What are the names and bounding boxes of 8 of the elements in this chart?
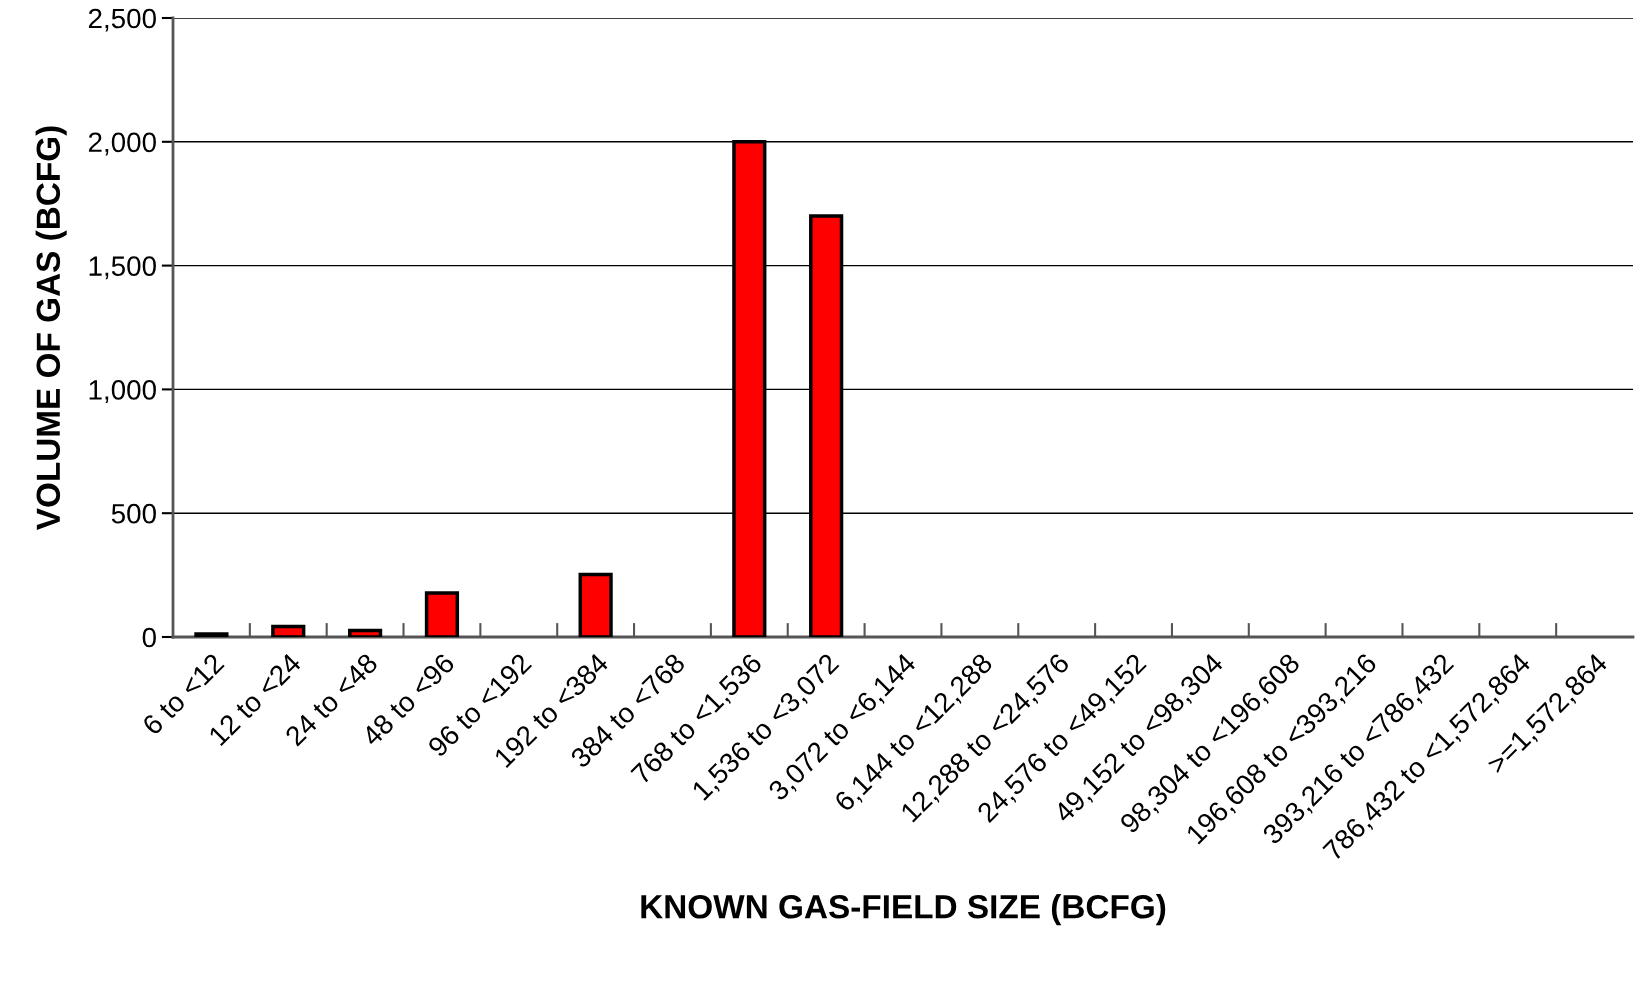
- y-tick-label: 1,500: [89, 256, 156, 280]
- x-axis-title: KNOWN GAS-FIELD SIZE (BCFG): [641, 894, 1166, 926]
- y-tick-label: 1,000: [89, 380, 156, 404]
- y-tick-label: 2,500: [88, 8, 156, 32]
- y-tick-label: 2,000: [88, 132, 156, 156]
- y-tick-label: 500: [111, 503, 156, 524]
- y-axis-title: VOLUME OF GAS (BCFG): [35, 126, 67, 531]
- y-tick-label: 0: [142, 627, 156, 648]
